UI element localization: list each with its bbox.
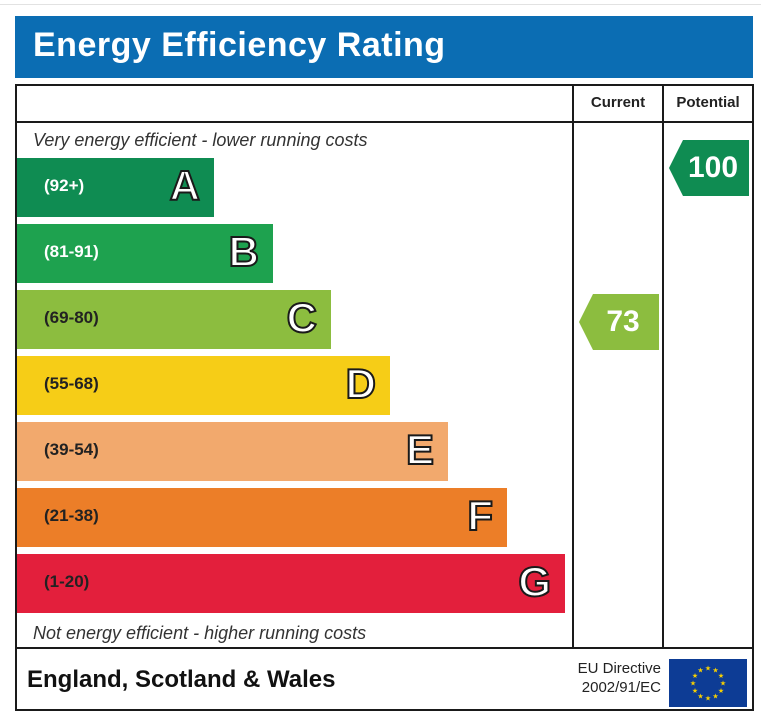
chart-title: Energy Efficiency Rating [33,26,446,64]
band-c: (69-80) C [17,290,331,349]
band-range-label: (21-38) [44,506,99,525]
band-range-label: (81-91) [44,242,99,261]
eu-star-icon: ★ [697,667,703,675]
band-letter: B [228,227,260,276]
band-range-label: (1-20) [44,572,90,591]
eu-directive-line2: 2002/91/EC [581,679,661,696]
rating-frame: Current Potential Very energy efficient … [15,84,754,711]
eu-star-icon: ★ [718,687,724,695]
band-range-label: (92+) [44,176,85,195]
eu-star-icon: ★ [690,680,696,688]
band-letter: A [169,161,201,210]
eu-directive-line1: EU Directive [577,660,661,677]
eu-directive: EU Directive 2002/91/EC [547,659,661,697]
band-letter: F [466,491,494,540]
band-d: (55-68) D [17,356,390,415]
eu-star-icon: ★ [705,665,711,673]
eu-star-icon: ★ [718,672,724,680]
potential-column-divider [662,86,664,649]
eu-star-icon: ★ [712,667,718,675]
band-range-label: (55-68) [44,374,99,393]
band-a: (92+) A [17,158,214,217]
band-range-label: (69-80) [44,308,99,327]
eu-star-icon: ★ [720,680,726,688]
header-divider [17,121,752,123]
current-rating-arrow: 73 [579,294,659,350]
top-divider [0,4,761,5]
band-g: (1-20) G [17,554,565,613]
band-letter: D [345,359,377,408]
potential-rating-arrow-value: 100 [687,151,739,184]
band-e: (39-54) E [17,422,448,481]
footer-divider [17,647,752,649]
eu-star-icon: ★ [692,687,698,695]
eu-star-icon: ★ [692,672,698,680]
band-range-label: (39-54) [44,440,99,459]
potential-column-header: Potential [676,94,740,111]
band-letter: G [517,557,552,606]
eu-star-icon: ★ [705,695,711,703]
band-b: (81-91) B [17,224,273,283]
band-letter: C [286,293,318,342]
potential-rating-arrow: 100 [669,140,749,196]
top-caption: Very energy efficient - lower running co… [33,130,368,150]
current-column-divider [572,86,574,649]
eu-star-icon: ★ [712,693,718,701]
band-f: (21-38) F [17,488,507,547]
eu-star-icon: ★ [697,693,703,701]
current-rating-arrow-value: 73 [606,305,640,338]
current-column-header: Current [590,94,646,111]
title-bar: Energy Efficiency Rating [15,16,753,78]
band-letter: E [405,425,435,474]
bottom-caption: Not energy efficient - higher running co… [33,623,367,643]
eu-flag-icon: ★★★★★★★★★ ★ ★★ [669,659,747,707]
region-label: England, Scotland & Wales [27,666,336,693]
